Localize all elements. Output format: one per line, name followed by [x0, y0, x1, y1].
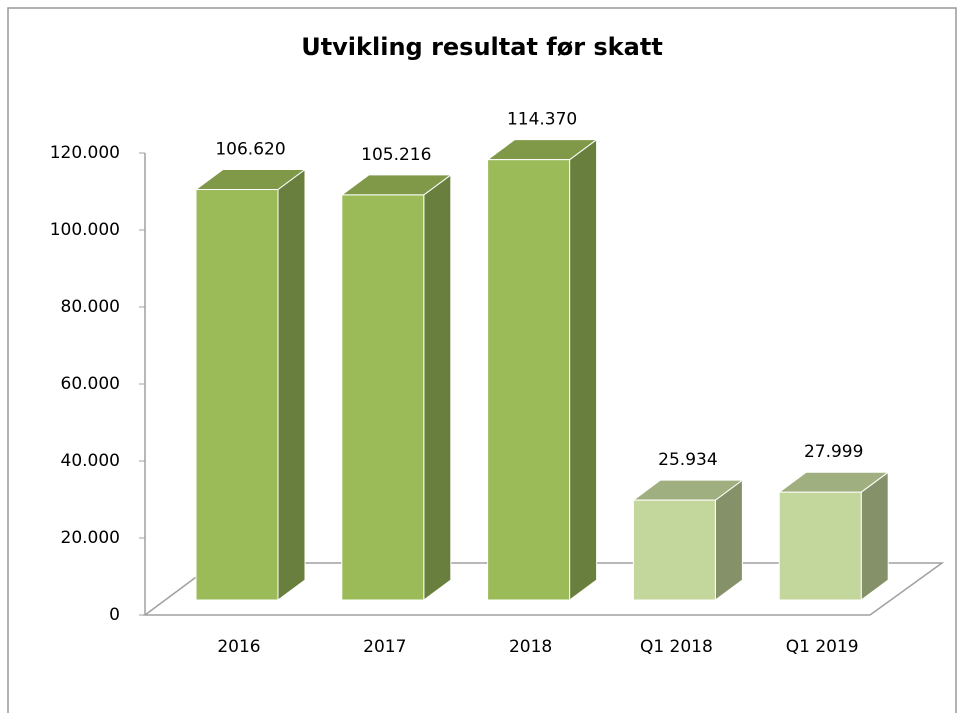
y-tick-label: 80.000	[61, 297, 120, 317]
data-label: 105.216	[361, 145, 431, 165]
y-tick-label: 20.000	[61, 528, 120, 548]
bar	[341, 194, 425, 601]
y-tick-label: 40.000	[61, 451, 120, 471]
bar	[778, 491, 862, 601]
x-tick-label: 2017	[363, 637, 406, 657]
y-tick-label: 100.000	[50, 220, 120, 240]
x-tick-label: Q1 2018	[640, 637, 713, 657]
bar-side	[569, 138, 598, 601]
x-tick-label: Q1 2019	[786, 637, 859, 657]
data-label: 27.999	[804, 442, 863, 462]
bar-side	[860, 471, 889, 601]
bar-side	[714, 479, 743, 601]
data-label: 114.370	[507, 110, 577, 130]
bar-side	[277, 168, 306, 601]
data-label: 106.620	[215, 140, 285, 160]
bar-side	[423, 173, 452, 601]
bar	[632, 499, 716, 601]
x-tick-label: 2016	[217, 637, 260, 657]
x-tick-label: 2018	[509, 637, 552, 657]
y-tick-label: 0	[109, 605, 120, 625]
y-tick-label: 60.000	[61, 374, 120, 394]
bar	[487, 159, 571, 601]
bar	[195, 189, 279, 601]
data-label: 25.934	[658, 450, 717, 470]
y-tick-label: 120.000	[50, 143, 120, 163]
chart-title: Utvikling resultat før skatt	[301, 33, 663, 61]
